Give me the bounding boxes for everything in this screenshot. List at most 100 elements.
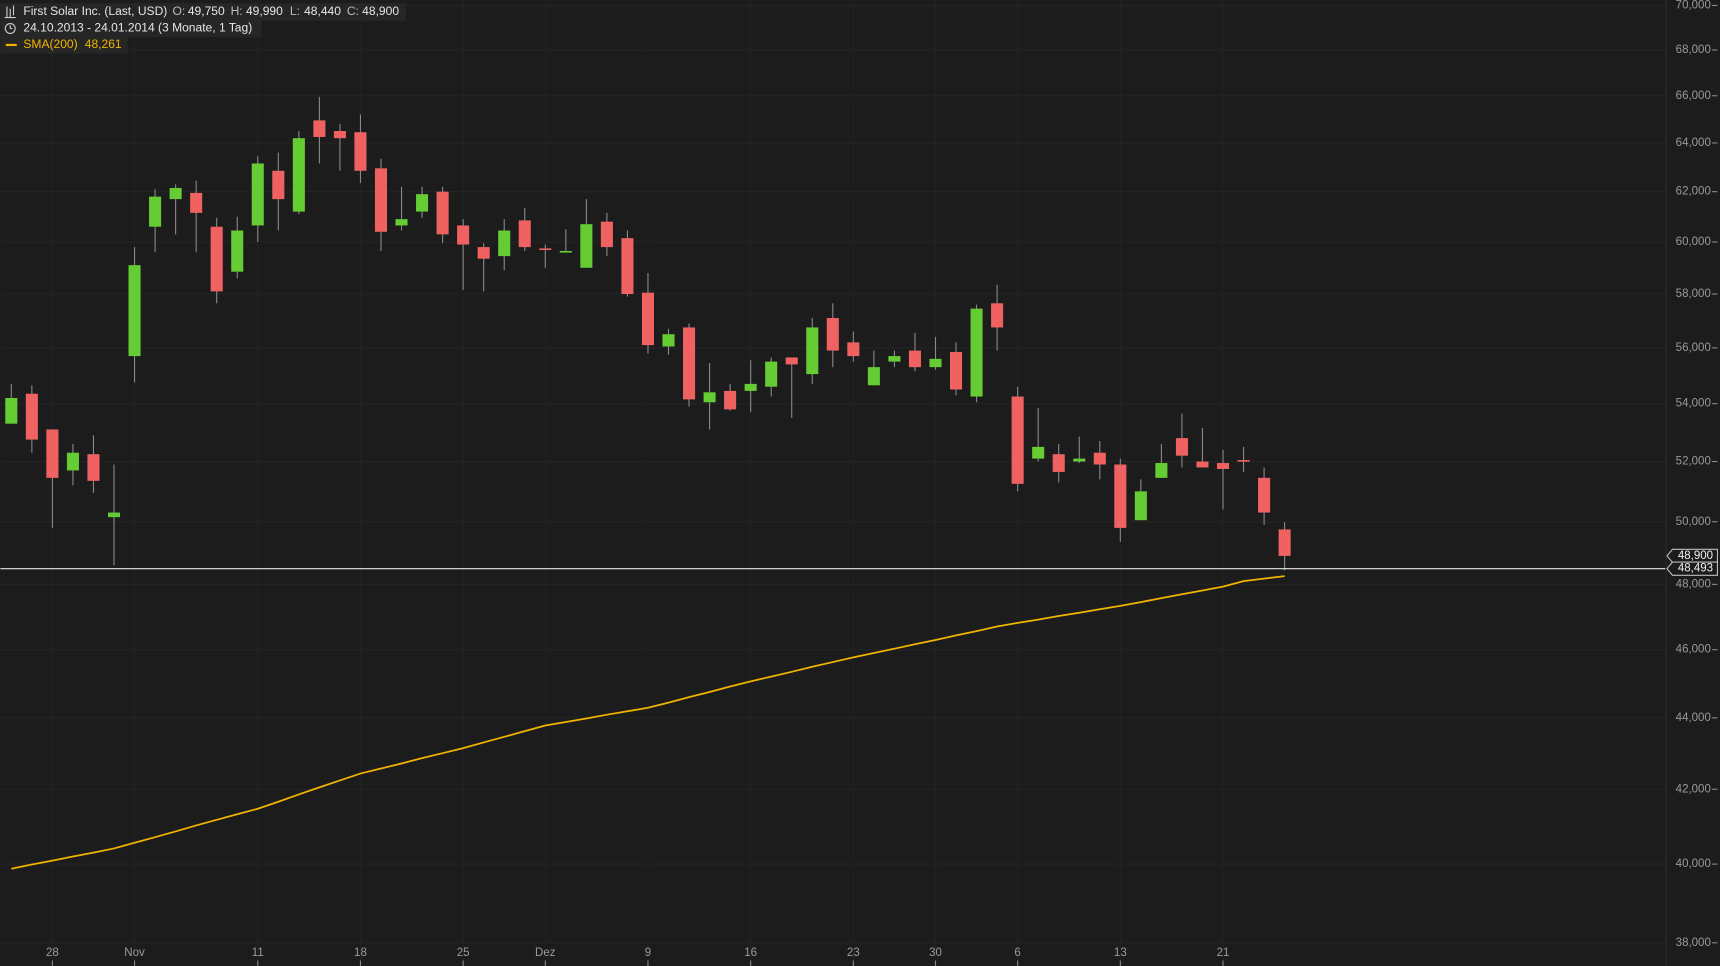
clock-icon — [4, 23, 16, 34]
sma-line — [11, 575, 1285, 870]
header-bg — [0, 3, 407, 21]
y-tick-label: 54,000 — [1676, 398, 1711, 410]
candle-body — [1093, 452, 1106, 465]
y-axis: 38,000 40,000 42,000 44,000 46,000 48,000 50,0… — [46, 0, 1718, 966]
candle-body — [785, 357, 798, 365]
candle-body — [765, 361, 778, 387]
candle-body — [251, 163, 264, 226]
candle-body — [1052, 454, 1065, 472]
price-marker-box — [1666, 561, 1718, 576]
candle-body — [87, 454, 100, 481]
candle-body — [888, 356, 901, 362]
candle-body — [272, 170, 285, 200]
y-tick-label: 68,000 — [1676, 44, 1711, 56]
candle-body — [559, 250, 572, 253]
ohlc-value: 48,900 — [362, 4, 399, 18]
y-tick-label: 40,000 — [1676, 858, 1711, 870]
y-tick-label: 44,000 — [1676, 712, 1711, 724]
candle-body — [867, 367, 880, 386]
x-tick-label: Dez — [535, 947, 556, 959]
candle-body — [1032, 446, 1045, 459]
price-marker-label: 48,493 — [1678, 563, 1713, 575]
candle-body — [641, 292, 655, 346]
candle-body — [1175, 438, 1188, 456]
candle-body — [991, 303, 1004, 328]
candle-body — [149, 196, 162, 227]
y-tick-label: 42,000 — [1676, 783, 1711, 795]
candle-body — [1011, 396, 1024, 484]
candle-body — [683, 327, 696, 400]
ohlc-key: C: — [347, 4, 359, 18]
header-bg — [0, 19, 262, 38]
x-tick-label: 25 — [457, 947, 470, 959]
y-tick-label: 52,000 — [1676, 456, 1711, 468]
candle-body — [847, 342, 860, 357]
candle-body — [1134, 491, 1147, 521]
x-tick-label: 16 — [744, 947, 757, 959]
candle-body — [1155, 463, 1168, 478]
candle-body — [354, 132, 367, 171]
price-marker-box — [1666, 548, 1718, 563]
y-tick-label: 50,000 — [1676, 516, 1711, 528]
x-tick-label: Nov — [124, 947, 145, 959]
y-tick-label: 70,000 — [1676, 0, 1711, 12]
candle-body — [46, 429, 59, 478]
x-tick-label: 23 — [847, 947, 860, 959]
x-tick-label: 11 — [252, 947, 264, 959]
candle-body — [806, 327, 819, 375]
instrument-title: First Solar Inc. (Last, USD) — [23, 4, 167, 18]
x-tick-label: 6 — [1014, 947, 1020, 959]
ohlc-key: H: — [231, 4, 243, 18]
ohlc-value: 49,990 — [246, 4, 283, 18]
candle-body — [539, 248, 552, 251]
x-tick-label: 30 — [929, 947, 942, 959]
x-tick-label: 21 — [1217, 947, 1230, 959]
candle-body — [1258, 477, 1271, 513]
candle-body — [1216, 463, 1230, 469]
candle-body — [580, 224, 593, 268]
candle-body — [724, 390, 737, 410]
x-tick-label: 9 — [645, 947, 651, 959]
candle-body — [662, 334, 675, 347]
plot-area — [0, 96, 1666, 870]
candle-body — [518, 220, 531, 248]
ohlc-value: 49,750 — [188, 4, 225, 18]
sma-legend-value: 48,261 — [85, 37, 122, 51]
sma-legend-name: SMA(200) — [23, 37, 77, 51]
candle-body — [190, 192, 203, 213]
candle-body — [210, 226, 223, 292]
x-tick-label: 28 — [46, 947, 59, 959]
x-tick-label: 18 — [354, 947, 367, 959]
candle-body — [292, 138, 305, 212]
candle-body — [436, 191, 449, 235]
candle-body — [128, 265, 141, 357]
candle-body — [1237, 460, 1250, 462]
candle-body — [231, 230, 244, 272]
y-tick-label: 58,000 — [1676, 288, 1711, 300]
y-tick-label: 46,000 — [1676, 644, 1711, 656]
candle-body — [66, 452, 79, 471]
candle-body — [457, 225, 470, 245]
candle-body — [498, 230, 511, 257]
ohlc-key: L: — [290, 4, 300, 18]
candle-body — [970, 308, 983, 397]
x-tick-label: 13 — [1114, 947, 1127, 959]
candle-body — [416, 194, 429, 212]
chart-header: First Solar Inc. (Last, USD) O: 49,750 H… — [0, 3, 407, 54]
candle-body — [826, 318, 839, 351]
y-tick-label: 62,000 — [1676, 186, 1711, 198]
candle-body — [949, 351, 963, 390]
y-tick-label: 56,000 — [1676, 342, 1711, 354]
candle-body — [744, 383, 757, 391]
ohlc-key: O: — [173, 4, 186, 18]
candle-body — [703, 392, 716, 403]
y-tick-label: 38,000 — [1676, 937, 1711, 949]
y-tick-label: 60,000 — [1676, 236, 1711, 248]
candle-body — [333, 131, 346, 139]
candle-body — [374, 168, 388, 232]
candle-body — [1073, 458, 1086, 462]
candle-body — [313, 120, 326, 137]
candle-body — [477, 247, 490, 259]
